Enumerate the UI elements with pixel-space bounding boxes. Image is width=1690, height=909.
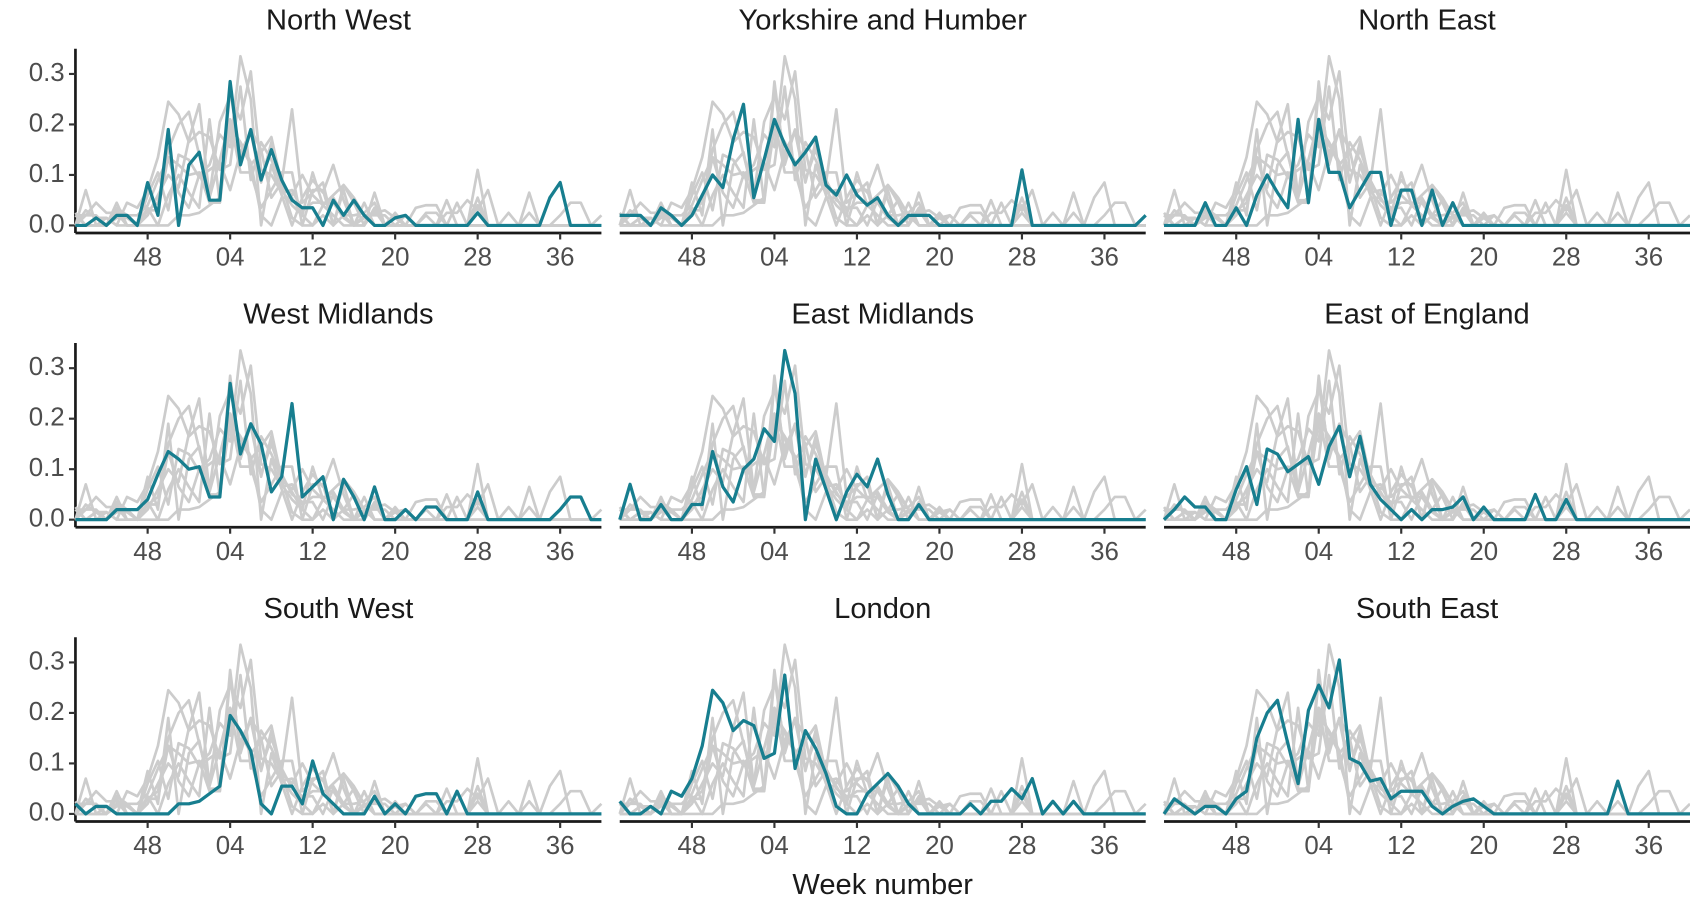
highlight-line bbox=[1162, 424, 1690, 522]
context-line bbox=[1162, 85, 1690, 227]
panel-title: South East bbox=[1356, 593, 1498, 625]
x-tick-label: 20 bbox=[381, 832, 410, 860]
x-tick-label: 28 bbox=[1008, 832, 1037, 860]
x-axis-label: Week number bbox=[792, 869, 973, 901]
x-tick-label: 48 bbox=[678, 538, 707, 566]
x-tick-label: 20 bbox=[381, 538, 410, 566]
context-line bbox=[1162, 673, 1690, 816]
y-tick-label: 0.2 bbox=[29, 698, 65, 726]
x-tick-label: 36 bbox=[546, 538, 575, 566]
y-tick-label: 0.0 bbox=[29, 505, 65, 533]
x-tick-label: 48 bbox=[133, 244, 162, 272]
x-tick-label: 12 bbox=[1387, 538, 1416, 566]
context-line bbox=[618, 658, 1146, 816]
x-tick-label: 28 bbox=[1008, 244, 1037, 272]
x-tick-label: 12 bbox=[1387, 244, 1416, 272]
x-tick-label: 04 bbox=[760, 244, 789, 272]
highlight-line bbox=[74, 713, 602, 816]
y-tick-label: 0.3 bbox=[29, 647, 65, 675]
x-tick-label: 12 bbox=[298, 244, 327, 272]
x-tick-label: 28 bbox=[1008, 538, 1037, 566]
y-tick-label: 0.1 bbox=[29, 160, 65, 188]
x-tick-label: 48 bbox=[678, 244, 707, 272]
x-tick-label: 04 bbox=[760, 832, 789, 860]
y-tick-label: 0.3 bbox=[29, 59, 65, 87]
y-tick-label: 0.0 bbox=[29, 799, 65, 827]
x-tick-label: 36 bbox=[1090, 538, 1119, 566]
x-tick-label: 20 bbox=[1469, 244, 1498, 272]
y-tick-label: 0.3 bbox=[29, 353, 65, 381]
highlight-line bbox=[75, 381, 602, 522]
panel-title: South West bbox=[264, 593, 414, 625]
x-tick-label: 20 bbox=[1469, 832, 1498, 860]
x-tick-label: 12 bbox=[1387, 832, 1416, 860]
context-line bbox=[74, 673, 602, 816]
x-tick-label: 04 bbox=[216, 538, 245, 566]
highlight-line bbox=[618, 348, 1146, 522]
x-tick-label: 20 bbox=[925, 244, 954, 272]
x-tick-label: 20 bbox=[925, 538, 954, 566]
context-line bbox=[1162, 379, 1690, 522]
x-tick-label: 48 bbox=[133, 832, 162, 860]
panel-title: London bbox=[834, 593, 931, 625]
x-tick-label: 36 bbox=[1634, 538, 1663, 566]
y-tick-label: 0.0 bbox=[29, 210, 65, 238]
y-tick-label: 0.1 bbox=[29, 748, 65, 776]
x-tick-label: 36 bbox=[1090, 244, 1119, 272]
x-tick-label: 48 bbox=[1222, 538, 1251, 566]
x-tick-label: 04 bbox=[1304, 244, 1333, 272]
context-line bbox=[618, 85, 1146, 227]
panel-title: North East bbox=[1358, 4, 1495, 36]
x-tick-label: 36 bbox=[546, 832, 575, 860]
panel-title: East of England bbox=[1324, 299, 1529, 331]
x-tick-label: 20 bbox=[1469, 538, 1498, 566]
context-line bbox=[618, 379, 1146, 522]
panel-title: North West bbox=[266, 4, 411, 36]
x-tick-label: 20 bbox=[925, 832, 954, 860]
x-tick-label: 28 bbox=[1552, 538, 1581, 566]
panel-title: Yorkshire and Humber bbox=[739, 4, 1028, 36]
highlight-line bbox=[1164, 117, 1690, 228]
highlight-line bbox=[75, 79, 602, 228]
x-tick-label: 28 bbox=[463, 244, 492, 272]
x-tick-label: 48 bbox=[1222, 244, 1251, 272]
x-tick-label: 04 bbox=[1304, 538, 1333, 566]
x-tick-label: 28 bbox=[1552, 832, 1581, 860]
x-tick-label: 04 bbox=[1304, 832, 1333, 860]
x-tick-label: 48 bbox=[1222, 832, 1251, 860]
x-tick-label: 28 bbox=[463, 832, 492, 860]
x-tick-label: 20 bbox=[381, 244, 410, 272]
highlight-line bbox=[618, 673, 1146, 816]
x-tick-label: 48 bbox=[133, 538, 162, 566]
y-tick-label: 0.1 bbox=[29, 454, 65, 482]
panel-title: East Midlands bbox=[791, 299, 974, 331]
x-tick-label: 12 bbox=[843, 244, 872, 272]
y-tick-label: 0.2 bbox=[29, 109, 65, 137]
panel-title: West Midlands bbox=[243, 299, 433, 331]
x-tick-label: 04 bbox=[760, 538, 789, 566]
x-tick-label: 12 bbox=[843, 832, 872, 860]
x-tick-label: 36 bbox=[546, 244, 575, 272]
x-tick-label: 28 bbox=[463, 538, 492, 566]
x-tick-label: 28 bbox=[1552, 244, 1581, 272]
x-tick-label: 12 bbox=[298, 832, 327, 860]
x-tick-label: 04 bbox=[216, 244, 245, 272]
context-line bbox=[74, 85, 602, 227]
y-tick-label: 0.2 bbox=[29, 404, 65, 432]
x-tick-label: 36 bbox=[1090, 832, 1119, 860]
x-tick-label: 36 bbox=[1634, 244, 1663, 272]
context-line bbox=[74, 379, 602, 522]
x-tick-label: 36 bbox=[1634, 832, 1663, 860]
highlight-line bbox=[1162, 658, 1690, 816]
x-tick-label: 04 bbox=[216, 832, 245, 860]
x-tick-label: 12 bbox=[298, 538, 327, 566]
x-tick-label: 48 bbox=[678, 832, 707, 860]
highlight-line bbox=[619, 102, 1147, 228]
x-tick-label: 12 bbox=[843, 538, 872, 566]
